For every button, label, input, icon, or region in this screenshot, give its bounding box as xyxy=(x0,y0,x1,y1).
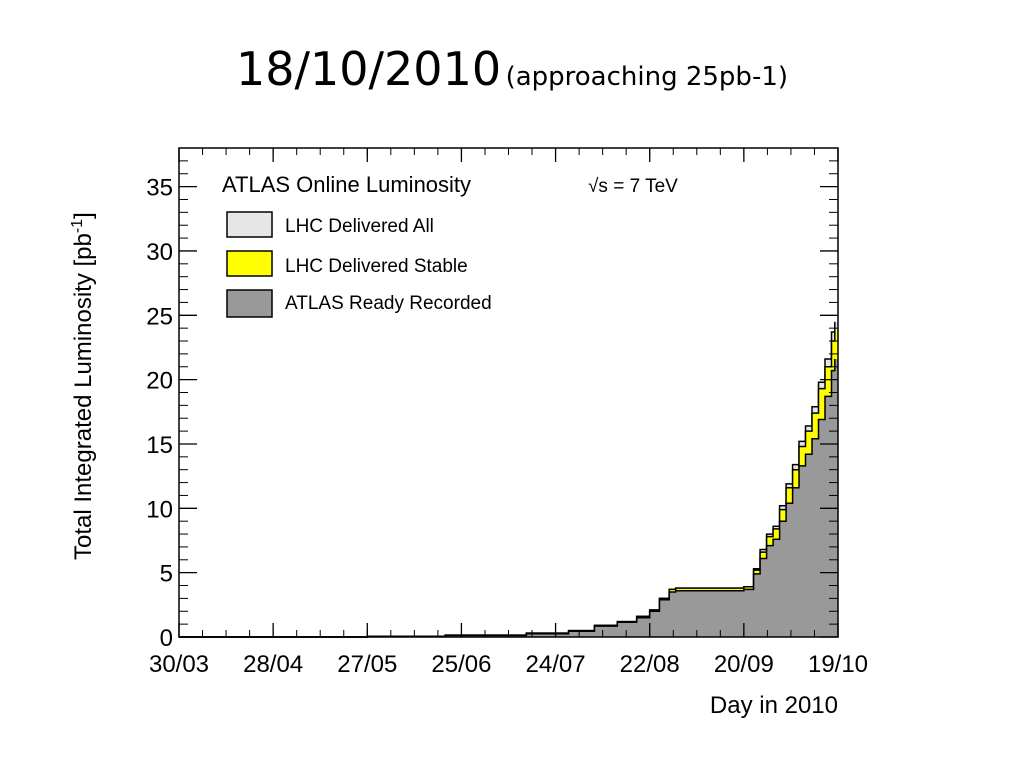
legend-label-delivered-stable: LHC Delivered Stable xyxy=(285,256,468,277)
x-tick-label: 19/10 xyxy=(808,651,868,678)
slide-title-subtitle: (approaching 25pb-1) xyxy=(505,62,789,92)
y-tick-label: 20 xyxy=(146,368,173,395)
y-axis-title: Total Integrated Luminosity [pb-1] xyxy=(69,212,97,560)
legend-label-atlas-recorded: ATLAS Ready Recorded xyxy=(285,293,492,314)
x-tick-label: 25/06 xyxy=(431,651,491,678)
legend-label-delivered-all: LHC Delivered All xyxy=(285,216,434,237)
plot-frame xyxy=(178,147,839,638)
y-tick-label: 25 xyxy=(146,303,173,330)
x-tick-label: 27/05 xyxy=(337,651,397,678)
series-line-atlas-recorded xyxy=(179,359,836,638)
y-axis-title-text: Total Integrated Luminosity [pb xyxy=(70,233,97,560)
x-tick-label: 24/07 xyxy=(526,651,586,678)
legend-swatch-delivered-all xyxy=(226,211,273,238)
x-tick-label: 20/09 xyxy=(714,651,774,678)
energy-label: √s = 7 TeV xyxy=(588,176,678,197)
legend-swatch-delivered-stable xyxy=(226,250,273,277)
y-tick-label: 30 xyxy=(146,239,173,266)
y-tick-label: 35 xyxy=(146,175,173,202)
y-axis-title-close: ] xyxy=(70,212,97,219)
plot-area xyxy=(179,321,838,638)
slide-title: 18/10/2010 (approaching 25pb-1) xyxy=(0,42,1024,96)
y-tick-label: 5 xyxy=(160,561,173,588)
chart-title: ATLAS Online Luminosity xyxy=(222,172,471,197)
slide-title-main: 18/10/2010 xyxy=(235,42,502,96)
y-tick-label: 10 xyxy=(146,496,173,523)
y-tick-label: 0 xyxy=(160,625,173,652)
series-area-atlas-recorded xyxy=(179,359,838,637)
x-axis-title: Day in 2010 xyxy=(710,692,838,719)
x-tick-label: 28/04 xyxy=(243,651,303,678)
y-axis-title-unit-exponent: -1 xyxy=(69,219,86,233)
legend-swatch-atlas-recorded xyxy=(226,289,273,318)
axis-tick-labels: 0 5 10 15 20 25 30 35 30/03 28/04 27/05 25/06 24/07 2… xyxy=(146,175,868,678)
y-tick-label: 15 xyxy=(146,432,173,459)
x-tick-label: 22/08 xyxy=(620,651,680,678)
axis-ticks xyxy=(178,147,839,638)
x-tick-label: 30/03 xyxy=(149,651,209,678)
